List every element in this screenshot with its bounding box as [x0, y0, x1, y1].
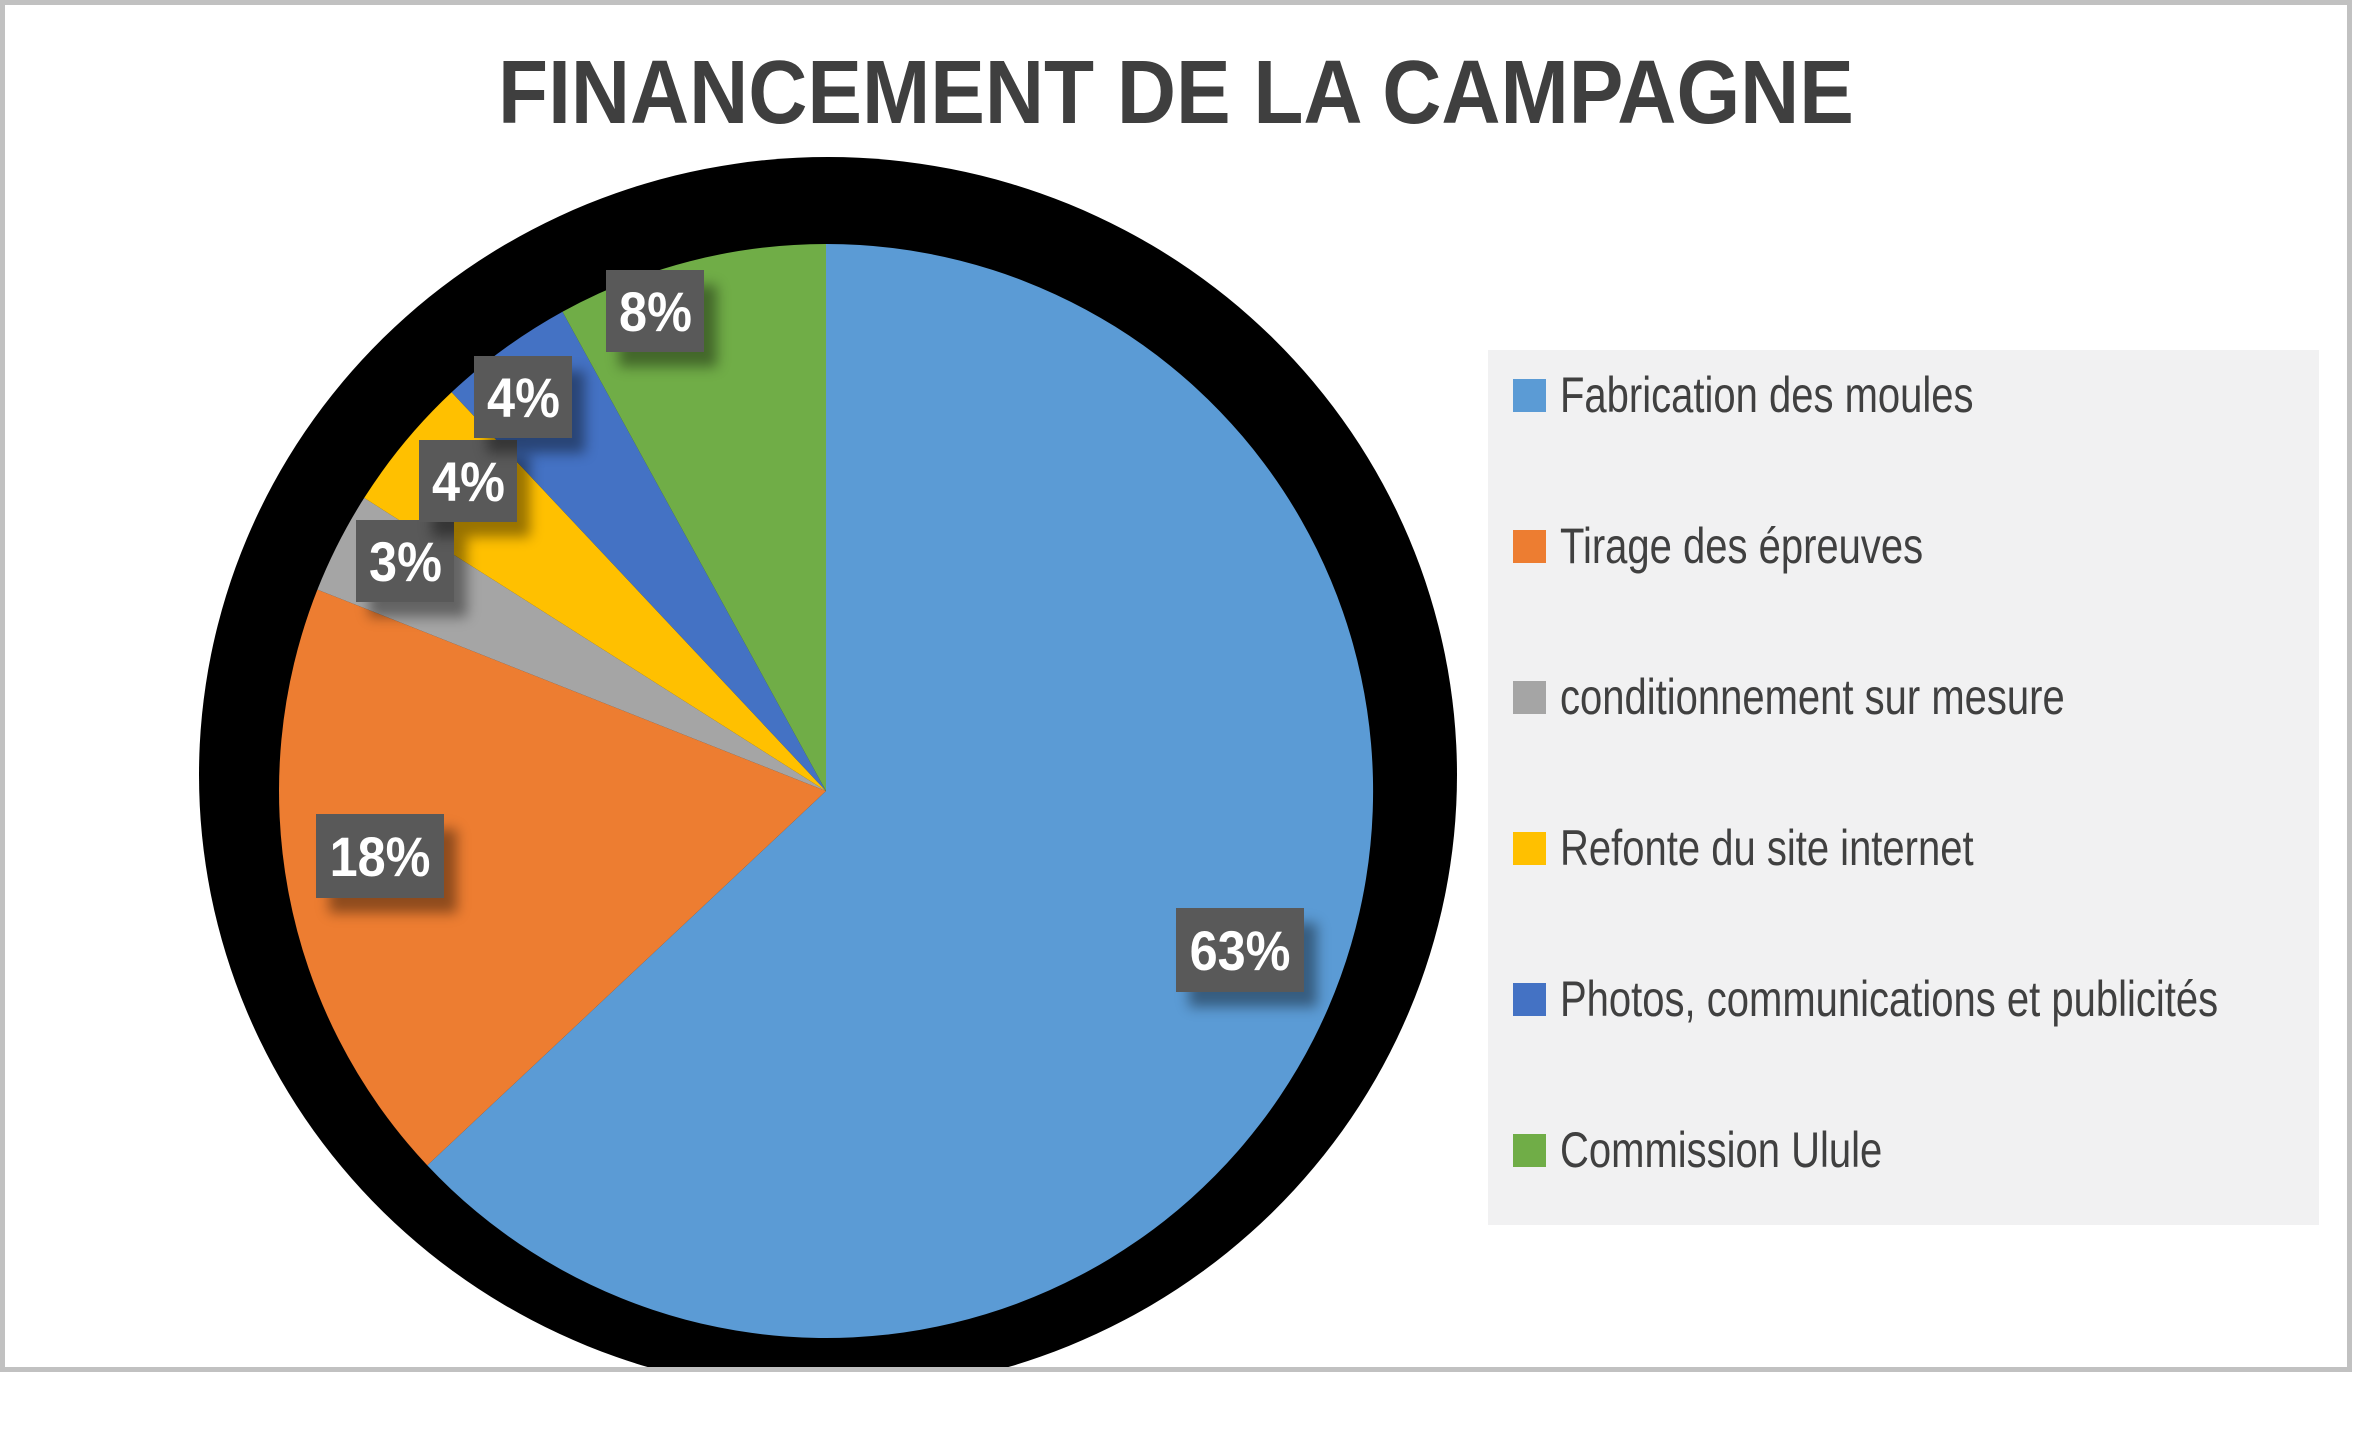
legend-label: Commission Ulule — [1560, 1122, 1883, 1178]
legend-item-6[interactable]: Commission Ulule — [1513, 1122, 1963, 1178]
data-label-1[interactable]: 63% — [1176, 908, 1304, 992]
data-label-6[interactable]: 8% — [606, 270, 704, 352]
legend-label: Fabrication des moules — [1560, 367, 1974, 423]
legend-item-5[interactable]: Photos, communications et publicités — [1513, 971, 2352, 1027]
chart-title[interactable]: FINANCEMENT DE LA CAMPAGNE — [0, 44, 2352, 143]
data-labels-layer: 63% 18% 3% 4% 4% 8% — [316, 270, 1304, 992]
chart-title-text: FINANCEMENT DE LA CAMPAGNE — [498, 43, 1854, 143]
legend[interactable]: Fabrication des moules Tirage des épreuve… — [1488, 350, 2319, 1225]
data-label-2[interactable]: 18% — [316, 814, 444, 898]
data-label-text: 18% — [329, 824, 431, 888]
data-label-text: 4% — [431, 449, 505, 513]
legend-swatch-icon — [1513, 1133, 1546, 1167]
data-label-text: 3% — [368, 529, 442, 593]
chart-stage: FINANCEMENT DE LA CAMPAGNE 63% 18% 3% 4% 4% 8… — [0, 43, 2352, 1372]
legend-label: Tirage des épreuves — [1560, 518, 1924, 574]
legend-item-2[interactable]: Tirage des épreuves — [1513, 518, 2014, 574]
legend-swatch-icon — [1513, 982, 1546, 1016]
data-label-text: 4% — [486, 365, 560, 429]
data-label-3[interactable]: 3% — [356, 520, 454, 602]
legend-swatch-icon — [1513, 529, 1546, 563]
legend-label: Refonte du site internet — [1560, 820, 1974, 876]
pie-slice-6[interactable] — [562, 244, 827, 791]
legend-item-1[interactable]: Fabrication des moules — [1513, 367, 2077, 423]
legend-item-4[interactable]: Refonte du site internet — [1513, 820, 2077, 876]
data-label-4[interactable]: 4% — [419, 440, 517, 522]
legend-label: Photos, communications et publicités — [1560, 971, 2219, 1027]
legend-swatch-icon — [1513, 378, 1546, 412]
data-label-5[interactable]: 4% — [474, 356, 572, 438]
legend-swatch-icon — [1513, 680, 1546, 714]
pie-slice-1[interactable] — [427, 244, 1374, 1338]
data-label-text: 63% — [1189, 918, 1291, 982]
data-label-text: 8% — [618, 279, 692, 343]
legend-swatch-icon — [1513, 831, 1546, 865]
legend-item-3[interactable]: conditionnement sur mesure — [1513, 669, 2191, 725]
pie-slice-2[interactable] — [279, 589, 827, 1166]
legend-label: conditionnement sur mesure — [1560, 669, 2065, 725]
